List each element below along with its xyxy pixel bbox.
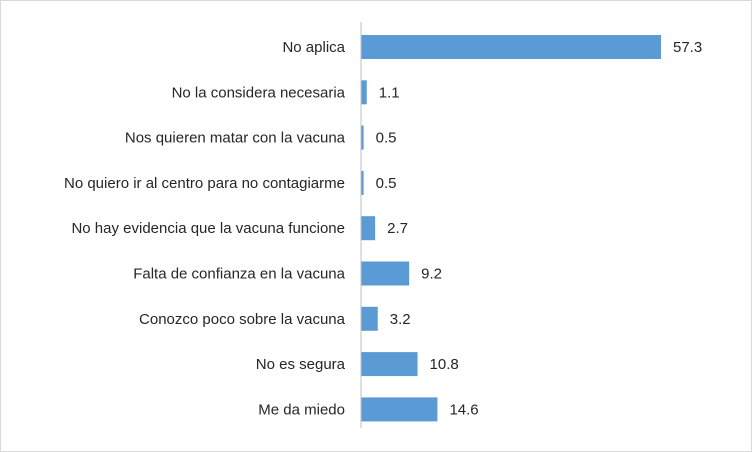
value-label: 14.6 [449, 401, 478, 418]
value-label: 3.2 [390, 311, 411, 328]
value-labels-group: 57.3 1.1 0.5 0.5 2.7 9.2 3.2 10.8 14.6 [376, 39, 703, 418]
bar [361, 216, 376, 241]
bar [361, 261, 410, 286]
bar [361, 125, 364, 150]
value-label: 57.3 [673, 39, 702, 56]
category-label: Me da miedo [258, 401, 345, 418]
category-label: No es segura [256, 356, 346, 373]
value-label: 0.5 [376, 175, 397, 192]
value-label: 0.5 [376, 130, 397, 147]
category-labels-group: No aplica No la considera necesaria Nos qu… [64, 39, 346, 418]
category-label: No quiero ir al centro para no contagiar… [64, 175, 345, 192]
category-label: No hay evidencia que la vacuna funcione [71, 220, 345, 237]
value-label: 10.8 [430, 356, 459, 373]
bar [361, 352, 418, 377]
bar [361, 80, 367, 105]
category-label: No aplica [282, 39, 345, 56]
bar [361, 397, 438, 422]
category-label: Nos quieren matar con la vacuna [125, 130, 346, 147]
bars-group [361, 35, 661, 422]
value-label: 1.1 [379, 84, 400, 101]
category-label: Conozco poco sobre la vacuna [139, 311, 346, 328]
bar [361, 306, 378, 331]
bar [361, 170, 364, 195]
bar [361, 35, 661, 59]
category-label: Falta de confianza en la vacuna [133, 266, 345, 283]
value-label: 2.7 [387, 220, 408, 237]
value-label: 9.2 [421, 266, 442, 283]
category-label: No la considera necesaria [172, 84, 346, 101]
